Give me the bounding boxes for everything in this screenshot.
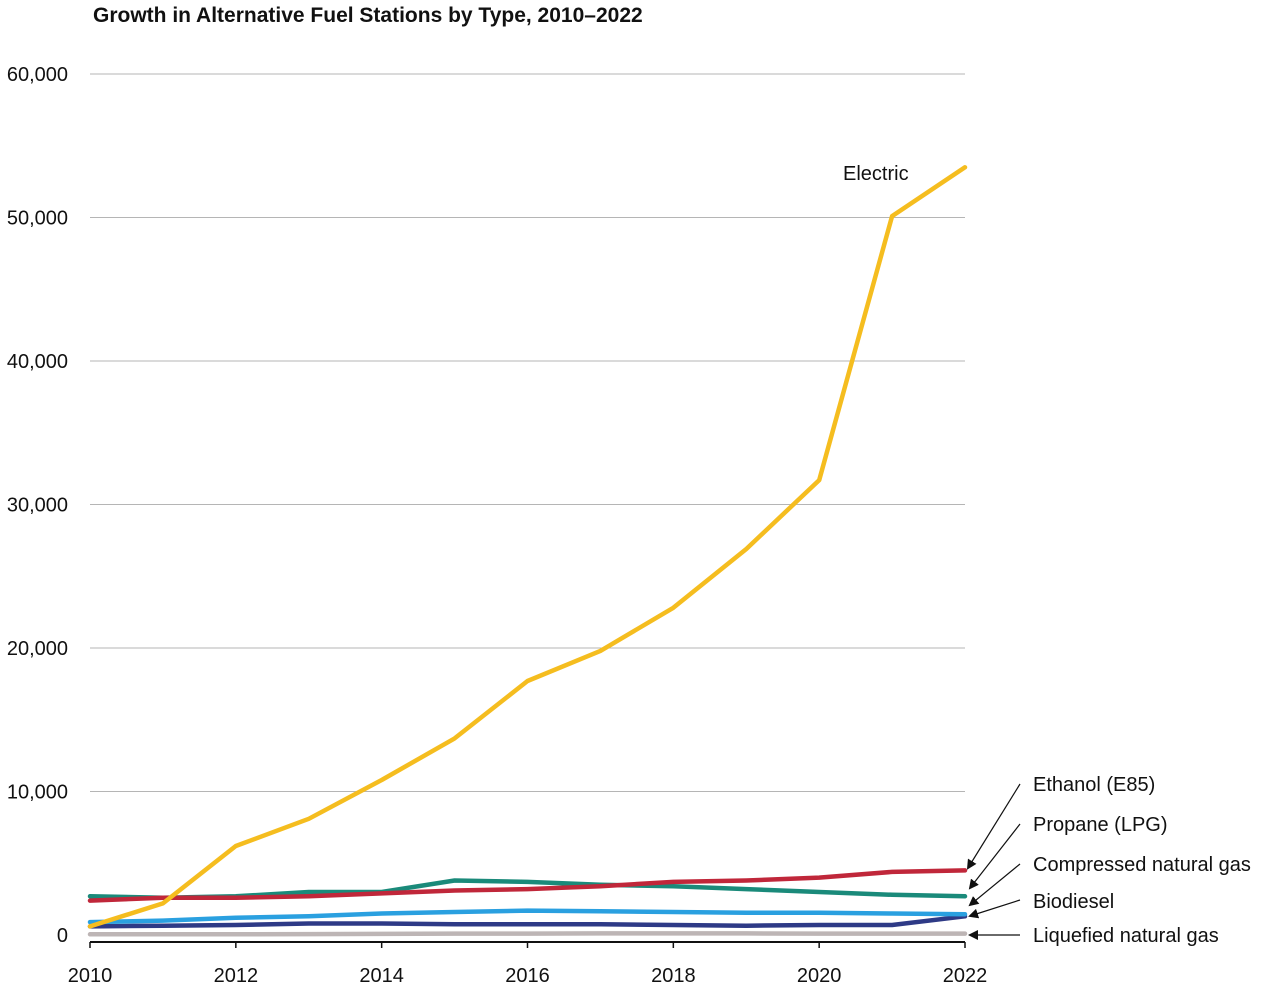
y-tick-label: 0 [57, 925, 68, 947]
series-label-liquefied-natural-gas: Liquefied natural gas [1033, 925, 1219, 947]
x-tick-label: 2014 [359, 965, 404, 987]
y-axis-tick-labels: 0 10,000 20,000 30,000 40,000 50,000 60,000 [7, 64, 68, 947]
series-lines [87, 165, 968, 937]
series-label-biodiesel: Biodiesel [1033, 891, 1114, 913]
series-label-electric: Electric [843, 163, 909, 185]
y-tick-label: 60,000 [7, 64, 68, 86]
label-arrow-ethanol-e85 [966, 783, 1021, 870]
label-arrow-biodiesel [968, 899, 1021, 919]
x-tick-label: 2016 [505, 965, 550, 987]
gridlines [89, 73, 966, 948]
label-arrow-compressed-natural-gas [968, 863, 1021, 907]
x-tick-label: 2022 [943, 965, 988, 987]
y-tick-label: 40,000 [7, 351, 68, 373]
series-line-compressed-natural-gas [87, 908, 968, 925]
series-label-compressed-natural-gas: Compressed natural gas [1033, 854, 1251, 876]
series-line-electric [87, 165, 968, 929]
x-tick-label: 2018 [651, 965, 696, 987]
x-axis-tick-labels: 2010 2012 2014 2016 2018 2020 2022 [68, 965, 988, 987]
series-line-liquefied-natural-gas [87, 931, 968, 937]
series-label-ethanol-e85: Ethanol (E85) [1033, 774, 1155, 796]
y-tick-label: 30,000 [7, 495, 68, 517]
series-labels: Electric Ethanol (E85) Propane (LPG) Compre… [843, 163, 1251, 947]
series-line-biodiesel [87, 914, 968, 929]
chart-title: Growth in Alternative Fuel Stations by T… [93, 4, 643, 27]
x-tick-label: 2012 [214, 965, 259, 987]
series-label-propane-lpg: Propane (LPG) [1033, 814, 1168, 836]
y-tick-label: 20,000 [7, 638, 68, 660]
series-line-ethanol-e85 [87, 868, 968, 903]
label-arrow-propane-lpg [968, 823, 1021, 890]
x-tick-label: 2020 [797, 965, 842, 987]
y-tick-label: 10,000 [7, 782, 68, 804]
x-tick-label: 2010 [68, 965, 113, 987]
y-tick-label: 50,000 [7, 208, 68, 230]
